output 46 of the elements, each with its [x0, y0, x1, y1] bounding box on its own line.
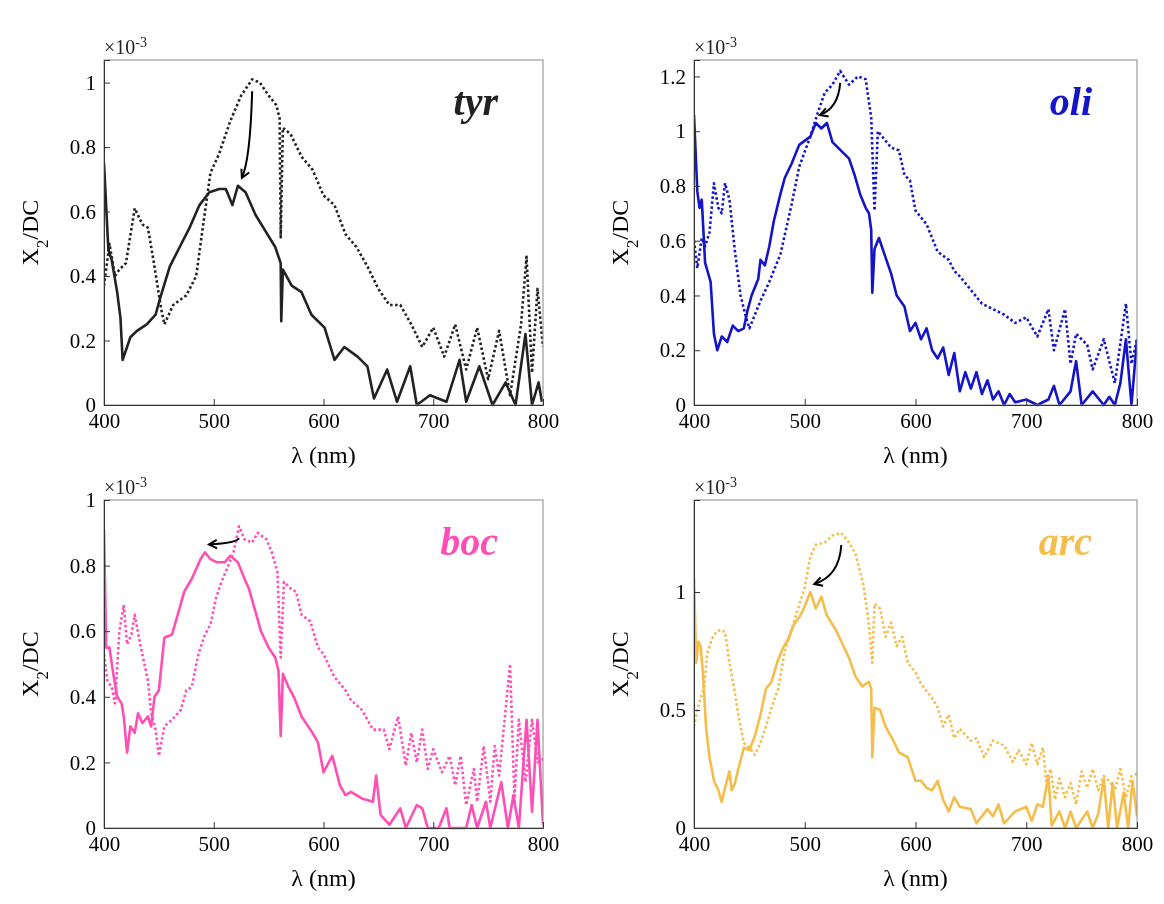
x-tick-label: 800 [527, 831, 560, 856]
x-tick-label: 600 [308, 408, 340, 433]
y-tick-label: 0.8 [659, 174, 686, 199]
text: ×10$^{-3}$ [104, 474, 147, 498]
text: ×10$^{-3}$ [104, 34, 147, 58]
y-tick-label: 1 [85, 70, 96, 95]
x-tick-label: 600 [900, 408, 932, 433]
text: tyr [453, 79, 499, 124]
y-tick-label: 0.2 [69, 328, 96, 353]
text: oli [1049, 79, 1092, 124]
x-tick-label: 700 [418, 831, 450, 856]
x-axis-title: λ (nm) [883, 442, 948, 468]
y-tick-label: 1 [675, 580, 686, 605]
x-tick-label: 700 [1011, 408, 1043, 433]
x-tick-label: 500 [789, 408, 821, 433]
x-tick-label: 800 [1121, 408, 1154, 433]
y-tick-label: 0.8 [69, 553, 96, 578]
y-tick-label: 0.6 [69, 199, 96, 224]
y-tick-label: 1.2 [659, 64, 686, 89]
x-tick-label: 800 [527, 408, 560, 433]
y-tick-label: 0.2 [69, 750, 96, 775]
y-tick-label: 0.2 [659, 338, 686, 363]
text: boc [440, 519, 499, 564]
y-tick-label: 0.6 [659, 228, 686, 253]
x-axis-title: λ (nm) [883, 865, 948, 891]
text: ×10$^{-3}$ [694, 474, 737, 498]
x-tick-label: 600 [900, 831, 932, 856]
text: arc [1038, 519, 1093, 564]
x-tick-label: 700 [418, 408, 450, 433]
x-tick-label: 500 [789, 831, 821, 856]
x-tick-label: 500 [198, 408, 230, 433]
y-tick-label: 0.4 [69, 685, 97, 710]
x-axis-title: λ (nm) [291, 442, 356, 468]
x-axis-title: λ (nm) [291, 865, 356, 891]
y-tick-label: 1 [675, 119, 686, 144]
text: ×10$^{-3}$ [694, 34, 737, 58]
y-tick-label: 0.8 [69, 135, 96, 160]
y-tick-label: 1 [85, 488, 96, 513]
x-tick-label: 600 [308, 831, 340, 856]
x-tick-label: 700 [1011, 831, 1043, 856]
y-tick-label: 0.5 [659, 698, 686, 723]
x-tick-label: 800 [1121, 831, 1154, 856]
y-tick-label: 0.6 [69, 619, 96, 644]
y-tick-label: 0.4 [69, 264, 97, 289]
x-tick-label: 500 [198, 831, 230, 856]
y-tick-label: 0.4 [659, 283, 687, 308]
